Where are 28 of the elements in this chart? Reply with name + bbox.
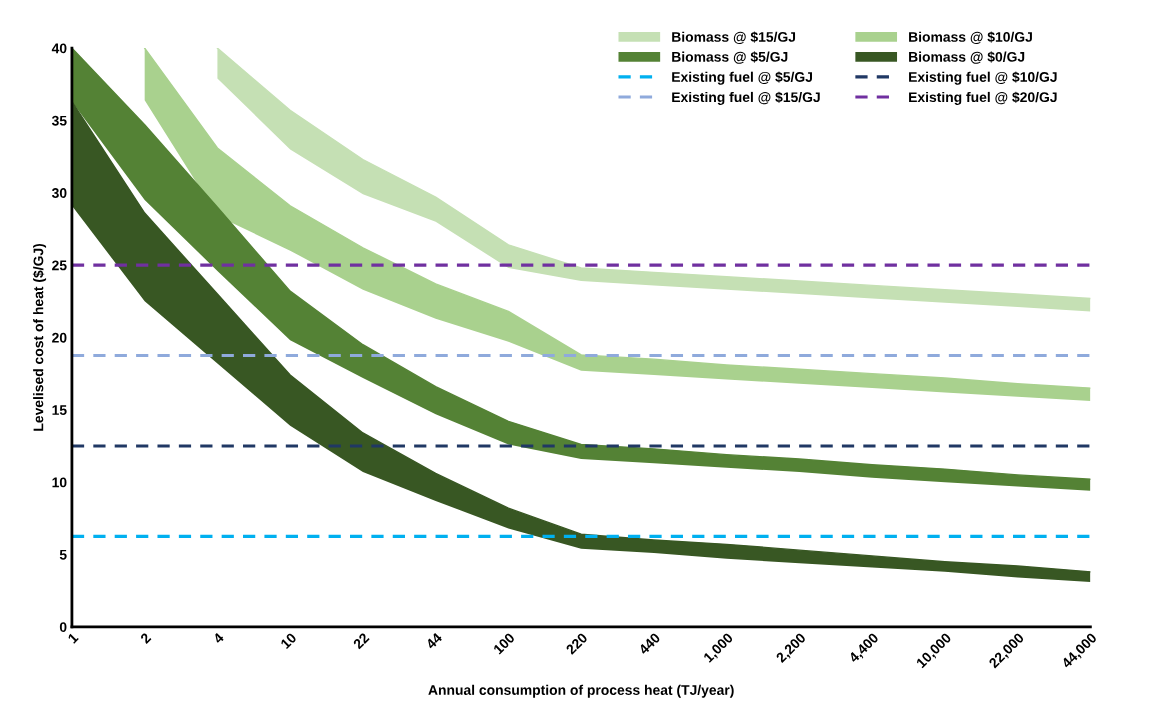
y-tick-label: 20 bbox=[52, 332, 67, 343]
y-tick-label: 35 bbox=[51, 115, 67, 126]
legend-label: Existing fuel @ $20/GJ bbox=[909, 91, 1057, 105]
legend-label: Biomass @ $15/GJ bbox=[672, 31, 796, 44]
x-tick-label: 10 bbox=[280, 632, 297, 650]
y-tick-label: 0 bbox=[59, 622, 67, 632]
y-tick-label: 10 bbox=[52, 477, 67, 488]
y-axis-title: Levelised cost of heat ($/GJ) bbox=[32, 243, 47, 431]
x-tick-label: 2 bbox=[139, 632, 152, 644]
y-tick-label: 40 bbox=[51, 43, 67, 54]
x-tick-label: 4 bbox=[212, 632, 225, 645]
y-tick-label: 30 bbox=[51, 188, 67, 198]
x-tick-label: 440 bbox=[637, 632, 661, 656]
x-tick-label: 22 bbox=[352, 632, 370, 650]
legend-label: Existing fuel @ $5/GJ bbox=[672, 71, 812, 85]
legend-label: Biomass @ $5/GJ bbox=[672, 51, 788, 64]
y-tick-label: 5 bbox=[59, 549, 67, 560]
x-tick-label: 44 bbox=[425, 632, 443, 650]
x-axis-title: Annual consumption of process heat (TJ/year) bbox=[428, 684, 734, 698]
y-tick-label: 25 bbox=[52, 260, 67, 271]
legend-label: Existing fuel @ $15/GJ bbox=[672, 91, 820, 105]
x-tick-label: 100 bbox=[492, 632, 516, 655]
legend-label: Biomass @ $0/GJ bbox=[909, 51, 1025, 64]
legend-label: Biomass @ $10/GJ bbox=[909, 31, 1032, 44]
x-tick-label: 1 bbox=[67, 632, 79, 644]
x-tick-label: 220 bbox=[565, 632, 588, 655]
legend-label: Existing fuel @ $10/GJ bbox=[909, 71, 1057, 85]
y-tick-label: 15 bbox=[52, 405, 67, 415]
